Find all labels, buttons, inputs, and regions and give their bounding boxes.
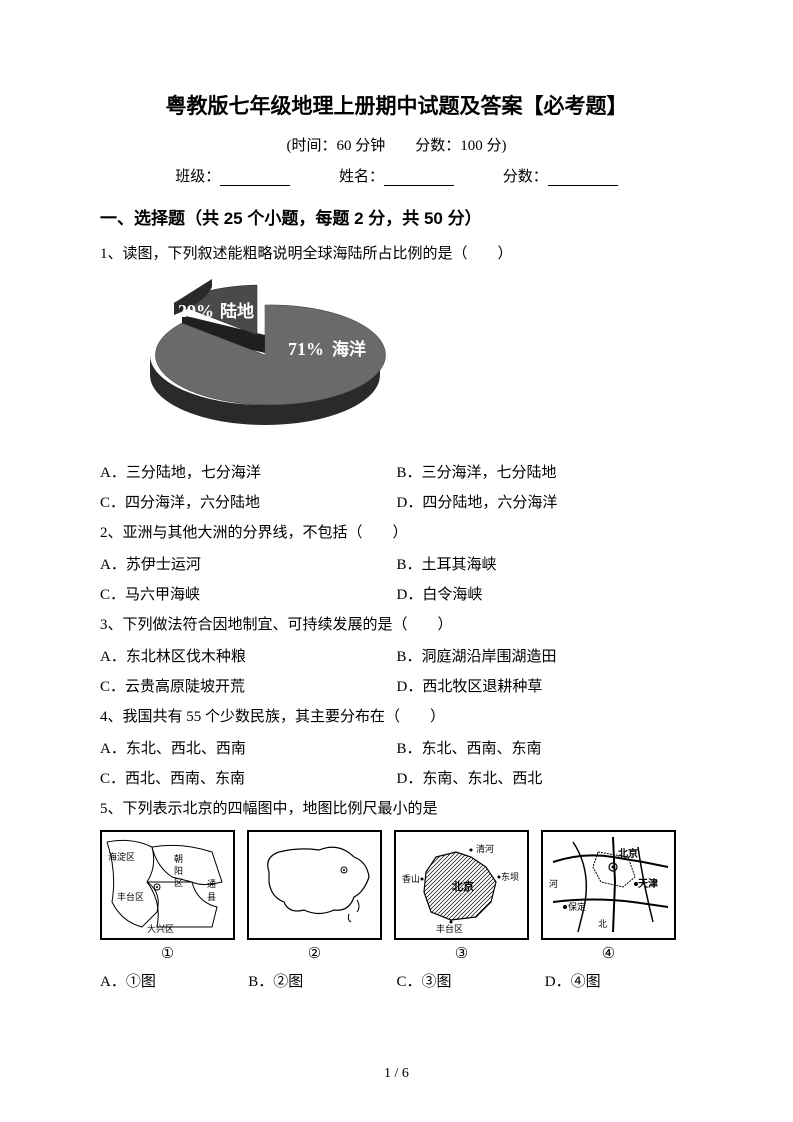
map-1-label: ① bbox=[100, 944, 235, 963]
page-number: 1 / 6 bbox=[0, 1066, 793, 1082]
svg-text:北京: 北京 bbox=[618, 847, 638, 860]
svg-text:丰台区: 丰台区 bbox=[117, 891, 144, 902]
svg-text:香山: 香山 bbox=[402, 874, 420, 884]
q4-options: A．东北、西北、西南 B．东北、西南、东南 C．西北、西南、东南 D．东南、东北… bbox=[100, 734, 693, 794]
maps-row: 海淀区 朝 阳 区 丰台区 通 县 大兴区 清河 bbox=[100, 830, 693, 940]
duration: 60 分钟 bbox=[336, 138, 385, 154]
exam-title: 粤教版七年级地理上册期中试题及答案【必考题】 bbox=[100, 90, 693, 120]
q3-opt-c[interactable]: C．云贵高原陡坡开荒 bbox=[100, 672, 397, 702]
svg-text:清河: 清河 bbox=[476, 843, 494, 854]
q5-stem: 5、下列表示北京的四幅图中，地图比例尺最小的是 bbox=[100, 794, 693, 824]
q1-opt-a[interactable]: A．三分陆地，七分海洋 bbox=[100, 458, 397, 488]
svg-text:海淀区: 海淀区 bbox=[108, 851, 135, 862]
q1-options: A．三分陆地，七分海洋 B．三分海洋，七分陆地 C．四分海洋，六分陆地 D．四分… bbox=[100, 458, 693, 518]
q1-opt-b[interactable]: B．三分海洋，七分陆地 bbox=[397, 458, 694, 488]
exam-subtitle: (时间：60 分钟 分数：100 分) bbox=[100, 134, 693, 155]
total-score: 100 分 bbox=[460, 138, 501, 154]
subtitle-suffix: ) bbox=[502, 138, 507, 154]
map-4: 北京 天津 河 保定 北 bbox=[541, 830, 676, 940]
q4-opt-d[interactable]: D．东南、东北、西北 bbox=[397, 764, 694, 794]
svg-text:通: 通 bbox=[207, 879, 216, 889]
q2-stem: 2、亚洲与其他大洲的分界线，不包括（ ） bbox=[100, 518, 693, 548]
q3-options: A．东北林区伐木种粮 B．洞庭湖沿岸围湖造田 C．云贵高原陡坡开荒 D．西北牧区… bbox=[100, 642, 693, 702]
svg-text:区: 区 bbox=[174, 878, 183, 888]
info-row: 班级： 姓名： 分数： bbox=[100, 165, 693, 186]
score-blank[interactable] bbox=[548, 170, 618, 186]
q3-opt-a[interactable]: A．东北林区伐木种粮 bbox=[100, 642, 397, 672]
pie-ocean-label: 海洋 bbox=[332, 339, 366, 359]
section-1-header: 一、选择题（共 25 个小题，每题 2 分，共 50 分） bbox=[100, 204, 693, 229]
q2-options: A．苏伊士运河 B．土耳其海峡 C．马六甲海峡 D．白令海峡 bbox=[100, 550, 693, 610]
q4-opt-a[interactable]: A．东北、西北、西南 bbox=[100, 734, 397, 764]
q5-options: A．①图 B．②图 C．③图 D．④图 bbox=[100, 967, 693, 997]
q1-stem: 1、读图，下列叙述能粗略说明全球海陆所占比例的是（ ） bbox=[100, 239, 693, 269]
map-4-label: ④ bbox=[541, 944, 676, 963]
svg-text:北: 北 bbox=[598, 919, 607, 929]
q5-opt-d[interactable]: D．④图 bbox=[545, 967, 693, 997]
q5-opt-c[interactable]: C．③图 bbox=[397, 967, 545, 997]
q4-stem: 4、我国共有 55 个少数民族，其主要分布在（ ） bbox=[100, 702, 693, 732]
map-2-label: ② bbox=[247, 944, 382, 963]
q2-opt-b[interactable]: B．土耳其海峡 bbox=[397, 550, 694, 580]
pie-chart: 29% 陆地 71% 海洋 bbox=[120, 275, 693, 450]
q2-opt-a[interactable]: A．苏伊士运河 bbox=[100, 550, 397, 580]
name-label: 姓名： bbox=[339, 169, 384, 185]
svg-text:朝: 朝 bbox=[174, 854, 183, 864]
pie-land-label: 陆地 bbox=[220, 301, 254, 321]
score-label: 分数： bbox=[503, 169, 548, 185]
q2-opt-c[interactable]: C．马六甲海峡 bbox=[100, 580, 397, 610]
subtitle-prefix: (时间： bbox=[286, 138, 336, 154]
svg-text:保定: 保定 bbox=[568, 901, 586, 912]
svg-text:阳: 阳 bbox=[174, 866, 183, 876]
svg-text:河: 河 bbox=[549, 878, 558, 889]
map-1: 海淀区 朝 阳 区 丰台区 通 县 大兴区 bbox=[100, 830, 235, 940]
map-3-label: ③ bbox=[394, 944, 529, 963]
map-2 bbox=[247, 830, 382, 940]
q1-opt-c[interactable]: C．四分海洋，六分陆地 bbox=[100, 488, 397, 518]
svg-text:天津: 天津 bbox=[638, 877, 658, 890]
svg-text:县: 县 bbox=[207, 892, 216, 902]
map-3: 清河 香山 北京 东坝 丰台区 bbox=[394, 830, 529, 940]
q3-opt-d[interactable]: D．西北牧区退耕种草 bbox=[397, 672, 694, 702]
name-blank[interactable] bbox=[384, 170, 454, 186]
pie-land-pct: 29% bbox=[178, 301, 214, 321]
q5-opt-b[interactable]: B．②图 bbox=[248, 967, 396, 997]
svg-text:丰台区: 丰台区 bbox=[436, 923, 463, 934]
class-label: 班级： bbox=[175, 169, 220, 185]
q3-stem: 3、下列做法符合因地制宜、可持续发展的是（ ） bbox=[100, 610, 693, 640]
q3-opt-b[interactable]: B．洞庭湖沿岸围湖造田 bbox=[397, 642, 694, 672]
map-labels: ① ② ③ ④ bbox=[100, 944, 693, 963]
pie-ocean-pct: 71% bbox=[288, 339, 324, 359]
q5-opt-a[interactable]: A．①图 bbox=[100, 967, 248, 997]
subtitle-mid: 分数： bbox=[385, 138, 460, 154]
q4-opt-b[interactable]: B．东北、西南、东南 bbox=[397, 734, 694, 764]
class-blank[interactable] bbox=[220, 170, 290, 186]
q4-opt-c[interactable]: C．西北、西南、东南 bbox=[100, 764, 397, 794]
svg-text:北京: 北京 bbox=[452, 879, 474, 893]
svg-text:东坝: 东坝 bbox=[501, 871, 519, 882]
q1-opt-d[interactable]: D．四分陆地，六分海洋 bbox=[397, 488, 694, 518]
q2-opt-d[interactable]: D．白令海峡 bbox=[397, 580, 694, 610]
svg-text:大兴区: 大兴区 bbox=[147, 923, 174, 934]
